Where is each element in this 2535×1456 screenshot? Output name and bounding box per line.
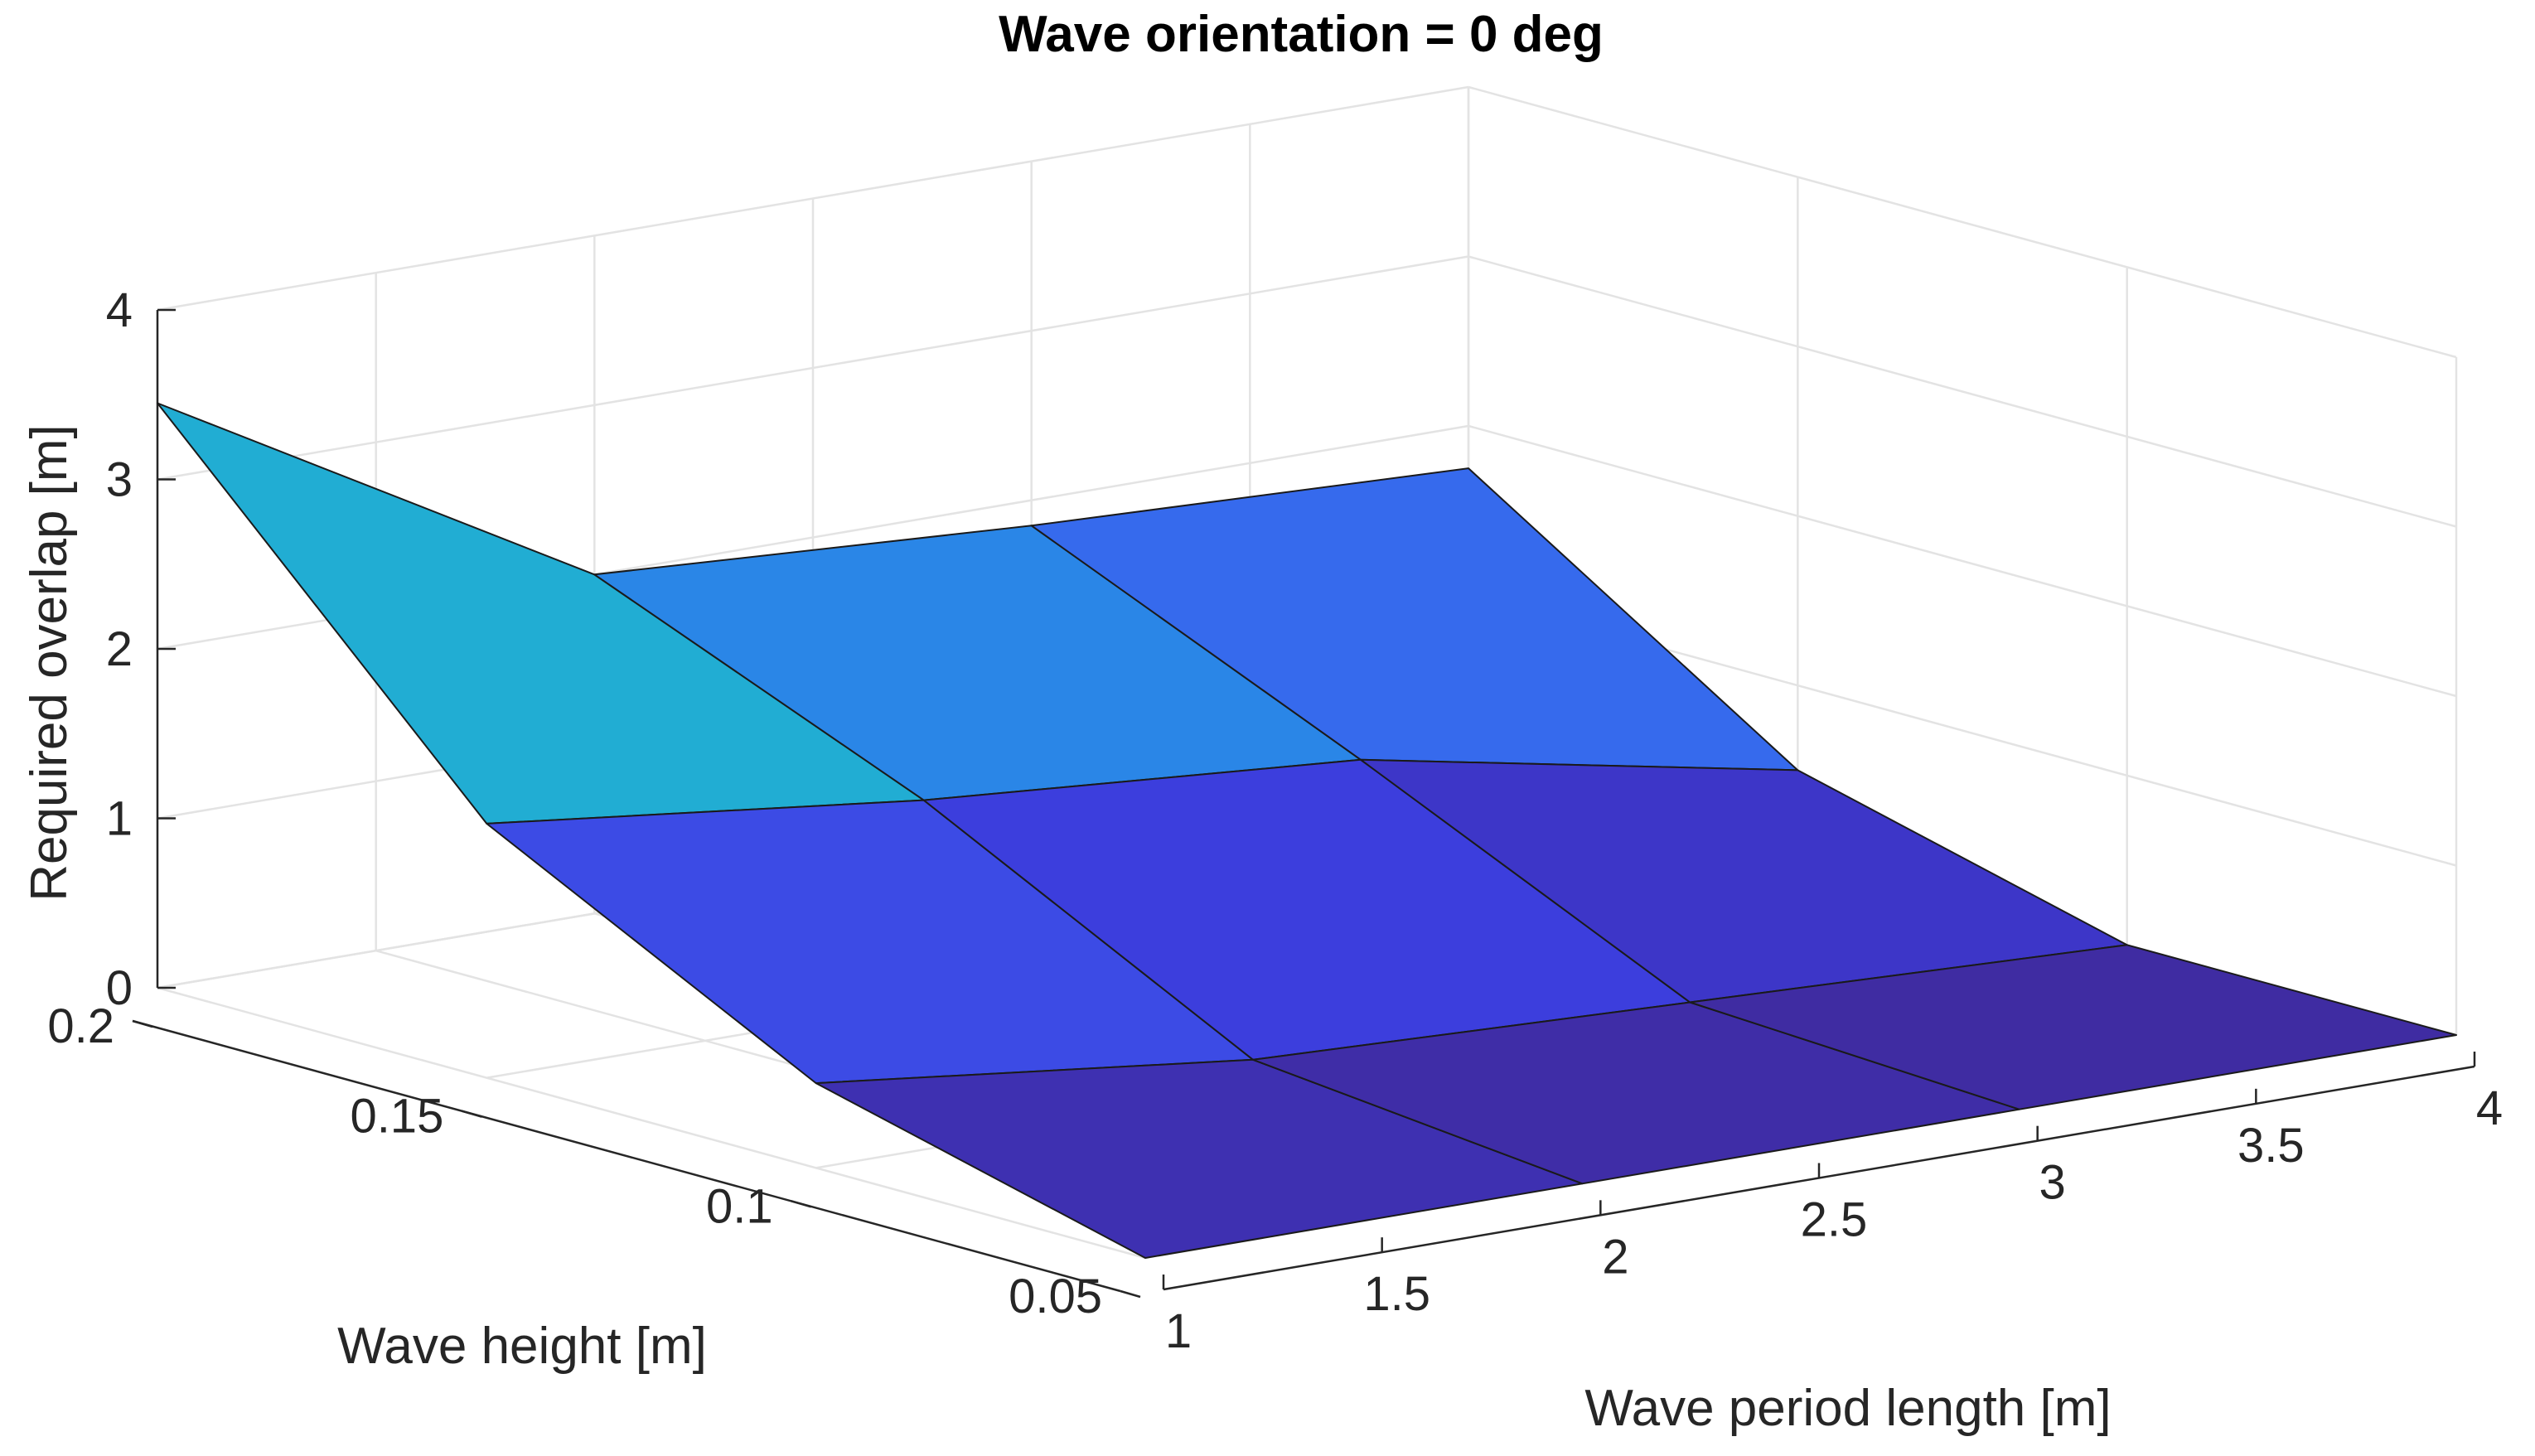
z-tick-label: 3	[106, 453, 133, 507]
z-axis-label: Required overlap [m]	[21, 424, 78, 902]
x-tick-label: 4	[2476, 1081, 2503, 1135]
tick-labels: 1 1.5 2 2.5 3 3.5 4 0.05 0.1 0.15 0.20 1 2 3 4	[47, 283, 2503, 1358]
z-tick-label: 0	[106, 961, 133, 1015]
y-tick-label: 0.15	[350, 1090, 443, 1144]
y-tick-label: 0.1	[706, 1179, 773, 1233]
x-tick-label: 3.5	[2237, 1119, 2305, 1173]
x-tick-label: 3	[2039, 1156, 2066, 1210]
z-tick-label: 1	[106, 792, 133, 846]
surface-patch	[1689, 944, 2457, 1110]
back-wall-z-gridline	[157, 85, 1469, 312]
y-tick-mark	[1120, 1289, 1141, 1299]
surface	[157, 402, 2457, 1259]
z-tick-label: 4	[106, 283, 133, 337]
right-wall-z-gridline	[1468, 85, 2457, 359]
x-tick-label: 2	[1602, 1230, 1628, 1284]
floor-x-gridline	[157, 986, 1146, 1260]
x-tick-label: 2.5	[1801, 1193, 1868, 1247]
x-axis-label: Wave period length [m]	[1584, 1380, 2111, 1437]
y-tick-label: 0.2	[47, 999, 114, 1053]
y-tick-mark	[461, 1110, 482, 1118]
right-wall-z-gridline	[1468, 255, 2457, 528]
y-axis-label: Wave height [m]	[337, 1318, 707, 1375]
x-tick-label: 1.5	[1363, 1267, 1430, 1321]
y-tick-mark	[791, 1200, 812, 1208]
chart-title: Wave orientation = 0 deg	[999, 6, 1604, 63]
y-axis-line	[132, 1019, 1121, 1293]
y-tick-mark	[132, 1019, 153, 1028]
x-tick-label: 1	[1165, 1304, 1192, 1358]
z-tick-label: 2	[106, 622, 133, 676]
right-wall-z-gridline	[1468, 424, 2457, 698]
back-wall-z-gridline	[157, 255, 1469, 481]
y-tick-label: 0.05	[1009, 1270, 1102, 1323]
